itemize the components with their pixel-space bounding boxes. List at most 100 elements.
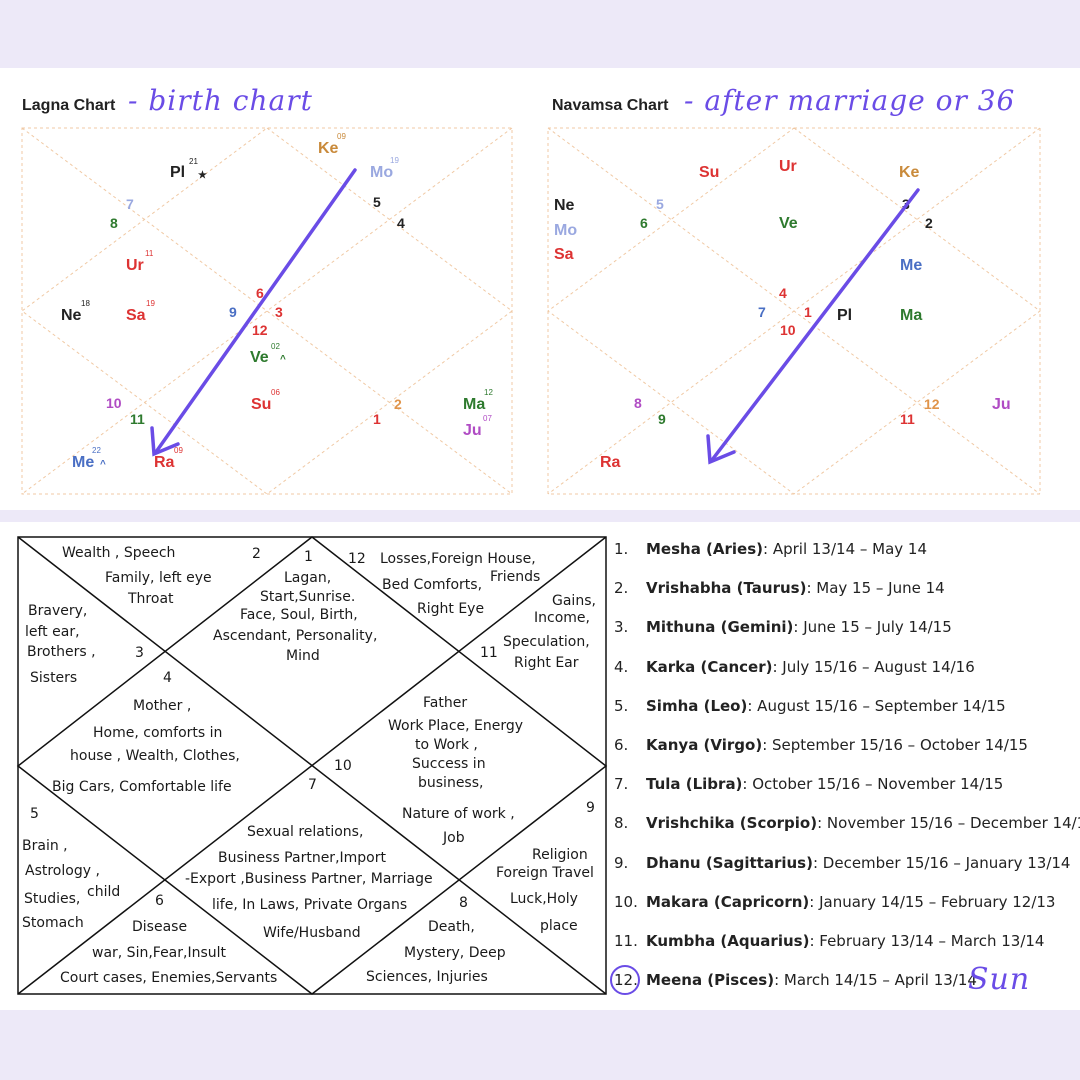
navamsa-planet: Pl <box>837 307 852 324</box>
lagna-house-number: 5 <box>373 194 381 210</box>
house-meaning: Nature of work , <box>402 806 515 822</box>
lagna-planet-degree: 19 <box>390 156 399 165</box>
list-number: 8. <box>614 814 629 833</box>
list-item: 7. Tula (Libra): October 15/16 – November… <box>614 765 1080 804</box>
marriage-note: - after marriage or 36 <box>684 84 1016 117</box>
rashi-name: Makara (Capricorn) <box>646 892 810 911</box>
house-meaning: Work Place, Energy <box>388 718 523 734</box>
rashi-dates: : June 15 – July 14/15 <box>793 618 952 637</box>
list-number: 9. <box>614 853 629 872</box>
house-meaning: to Work , <box>415 737 478 753</box>
list-item: 4. Karka (Cancer): July 15/16 – August 14… <box>614 648 1080 687</box>
rashi-dates: : February 13/14 – March 13/14 <box>809 931 1045 950</box>
lagna-planet-degree: 07 <box>483 414 492 423</box>
house-meaning: Sisters <box>30 670 77 686</box>
lagna-house-number: 11 <box>130 411 145 427</box>
rashi-dates: : May 15 – June 14 <box>806 579 945 598</box>
rashi-name: Dhanu (Sagittarius) <box>646 853 813 872</box>
lagna-planet: Ve <box>250 349 269 366</box>
lagna-house-number: 10 <box>106 395 122 411</box>
navamsa-chart-title: Navamsa Chart <box>552 97 669 114</box>
navamsa-house-number: 7 <box>758 304 766 320</box>
navamsa-house-number: 8 <box>634 395 642 411</box>
house-meaning: Luck,Holy <box>510 891 578 907</box>
lagna-planet-degree: 12 <box>484 388 493 397</box>
list-item: 2. Vrishabha (Taurus): May 15 – June 14 <box>614 569 1080 608</box>
house-number: 2 <box>252 546 261 562</box>
lagna-planet-degree: 18 <box>81 299 90 308</box>
house-meaning: Wealth , Speech <box>62 545 175 561</box>
house-number: 9 <box>586 800 595 816</box>
house-meaning: Death, <box>428 919 475 935</box>
rashi-name: Kumbha (Aquarius) <box>646 931 810 950</box>
navamsa-planet: Su <box>699 164 719 181</box>
navamsa-planet: Ma <box>900 307 922 324</box>
navamsa-house-number: 5 <box>656 196 664 212</box>
lagna-planet: Ke <box>318 140 339 157</box>
house-meaning: Job <box>442 830 465 846</box>
house-meaning: Face, Soul, Birth, <box>240 607 358 623</box>
house-meaning: Friends <box>490 569 540 585</box>
lagna-house-number: 9 <box>229 304 237 320</box>
house-meaning: Mind <box>286 648 320 664</box>
list-item: 8. Vrishchika (Scorpio): November 15/16 –… <box>614 804 1080 843</box>
navamsa-house-number: 6 <box>640 215 648 231</box>
rashi-dates: : August 15/16 – September 14/15 <box>747 696 1006 715</box>
lagna-house-number: 1 <box>373 411 381 427</box>
rashi-name: Tula (Libra) <box>646 775 743 794</box>
navamsa-planet: Me <box>900 257 922 274</box>
rashi-name: Vrishabha (Taurus) <box>646 579 807 598</box>
list-item: 6. Kanya (Virgo): September 15/16 – Octob… <box>614 726 1080 765</box>
house-meaning: Court cases, Enemies,Servants <box>60 970 277 986</box>
lagna-chart-title: Lagna Chart <box>22 97 116 114</box>
lagna-planet: Sa <box>126 307 146 324</box>
rashi-name: Kanya (Virgo) <box>646 735 763 754</box>
rashi-name: Karka (Cancer) <box>646 657 773 676</box>
navamsa-planet: Ne <box>554 197 575 214</box>
list-number: 10. <box>614 892 638 911</box>
list-item: 10. Makara (Capricorn): January 14/15 – F… <box>614 883 1080 922</box>
house-meaning: Lagan, <box>284 570 331 586</box>
lagna-planet: Ju <box>463 422 482 439</box>
house-meaning: Right Ear <box>514 655 579 671</box>
house-number: 5 <box>30 806 39 822</box>
rashi-name: Simha (Leo) <box>646 696 748 715</box>
navamsa-planet: Ke <box>899 164 920 181</box>
navamsa-planet: Ve <box>779 215 798 232</box>
house-meaning: child <box>87 884 120 900</box>
rashi-dates: : September 15/16 – October 14/15 <box>762 735 1028 754</box>
lagna-planet: Ne <box>61 307 82 324</box>
lagna-planet: Ma <box>463 396 485 413</box>
house-meaning: Success in <box>412 756 486 772</box>
house-meaning: Bed Comforts, <box>382 577 482 593</box>
arrow-icon <box>150 168 357 457</box>
navamsa-house-number: 11 <box>900 411 915 427</box>
lagna-planet-degree: 19 <box>146 299 155 308</box>
lagna-planet-degree: 06 <box>271 388 280 397</box>
house-meaning: Studies, <box>24 891 80 907</box>
list-item: 11. Kumbha (Aquarius): February 13/14 – M… <box>614 922 1080 961</box>
rashi-name: Mithuna (Gemini) <box>646 618 794 637</box>
rashi-name: Meena (Pisces) <box>646 971 775 990</box>
house-meaning: Sexual relations, <box>247 824 363 840</box>
house-meaning: Brothers , <box>27 644 96 660</box>
house-meaning: Speculation, <box>503 634 590 650</box>
list-number: 6. <box>614 735 629 754</box>
house-number: 10 <box>334 758 352 774</box>
list-number: 11. <box>614 931 638 950</box>
list-item: 9. Dhanu (Sagittarius): December 15/16 – … <box>614 844 1080 883</box>
navamsa-house-number: 12 <box>924 396 940 412</box>
rashi-dates: : November 15/16 – December 14/15 <box>817 814 1080 833</box>
navamsa-planet: Sa <box>554 246 574 263</box>
navamsa-planet: Mo <box>554 222 577 239</box>
house-meaning: Income, <box>534 610 590 626</box>
house-meaning: Mother , <box>133 698 191 714</box>
house-meaning: left ear, <box>25 624 80 640</box>
lagna-planet-degree: 11 <box>145 249 154 258</box>
house-meaning: Start,Sunrise. <box>260 589 355 605</box>
lagna-house-number: 3 <box>275 304 283 320</box>
lagna-planet-degree: 09 <box>337 132 346 141</box>
rashi-dates: : October 15/16 – November 14/15 <box>742 775 1004 794</box>
lagna-house-number: 4 <box>397 215 405 231</box>
rashi-dates: : December 15/16 – January 13/14 <box>812 853 1071 872</box>
